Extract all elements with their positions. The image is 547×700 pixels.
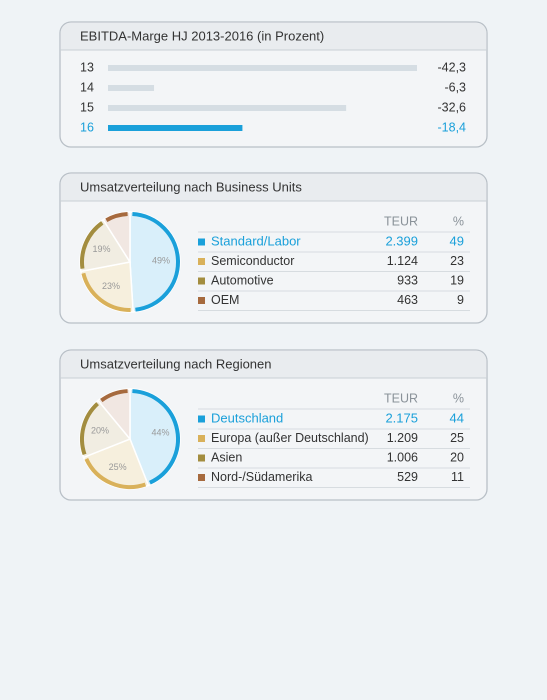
- category-label: 15: [80, 100, 94, 114]
- legend-label: Automotive: [211, 273, 274, 287]
- percent-value: 20: [450, 450, 464, 464]
- panel-title: EBITDA-Marge HJ 2013-2016 (in Prozent): [80, 28, 324, 43]
- teur-value: 1.124: [387, 254, 418, 268]
- panel-title: Umsatzverteilung nach Business Units: [80, 179, 302, 194]
- panel: [59, 21, 488, 148]
- legend-label: Asien: [211, 450, 242, 464]
- pie-label: 44%: [151, 428, 169, 438]
- percent-value: 44: [450, 410, 464, 425]
- panel-title: Umsatzverteilung nach Regionen: [80, 356, 272, 371]
- panel-header: [60, 350, 487, 378]
- legend-swatch: [198, 415, 205, 423]
- teur-value: 529: [397, 470, 418, 484]
- teur-value: 1.006: [387, 450, 418, 464]
- value-label: -6,3: [444, 80, 466, 94]
- percent-value: 9: [457, 293, 464, 307]
- legend-label: Standard/Labor: [211, 233, 301, 248]
- pie-label: 25%: [109, 462, 127, 472]
- value-label: -18,4: [438, 120, 467, 134]
- pie-rim: [100, 389, 128, 403]
- legend-swatch: [198, 238, 205, 246]
- pie-rim: [80, 402, 99, 456]
- legend-label: OEM: [211, 293, 239, 307]
- percent-value: 19: [450, 273, 464, 287]
- bar: [108, 105, 347, 111]
- legend-label: Nord-/Südamerika: [211, 470, 312, 484]
- legend-swatch: [198, 258, 205, 265]
- legend-label: Deutschland: [211, 410, 283, 425]
- bar: [108, 85, 155, 91]
- pie-rim: [80, 221, 104, 269]
- bar: [108, 125, 243, 131]
- column-header: %: [453, 391, 464, 405]
- pie-rim: [84, 458, 147, 489]
- pie-label: 49%: [152, 255, 170, 265]
- percent-value: 49: [450, 233, 464, 248]
- pie-label: 19%: [93, 244, 111, 254]
- percent-value: 11: [451, 470, 464, 484]
- column-header: TEUR: [384, 214, 418, 228]
- category-label: 16: [80, 120, 94, 134]
- pie-label: 23%: [102, 281, 120, 291]
- pie-rim: [81, 272, 131, 312]
- column-header: TEUR: [384, 391, 418, 405]
- pie-rim: [105, 212, 128, 223]
- pie-rim: [132, 389, 180, 485]
- pie-label: 20%: [91, 426, 109, 436]
- category-label: 14: [80, 80, 94, 94]
- legend-label: Semiconductor: [211, 254, 294, 268]
- legend-swatch: [198, 277, 205, 285]
- value-label: -42,3: [438, 60, 467, 74]
- percent-value: 23: [450, 254, 464, 268]
- teur-value: 933: [397, 273, 418, 287]
- teur-value: 2.399: [385, 233, 418, 248]
- legend-label: Europa (außer Deutschland): [211, 431, 369, 445]
- value-label: -32,6: [438, 100, 467, 114]
- legend-swatch: [198, 297, 205, 304]
- bar: [108, 65, 417, 71]
- teur-value: 463: [397, 293, 418, 307]
- teur-value: 2.175: [385, 410, 418, 425]
- panel-header: [60, 173, 487, 201]
- category-label: 13: [80, 60, 94, 74]
- pie-rim: [132, 212, 180, 312]
- column-header: %: [453, 214, 464, 228]
- panel-header: [60, 22, 487, 50]
- legend-swatch: [198, 435, 205, 442]
- legend-swatch: [198, 454, 205, 462]
- legend-swatch: [198, 474, 205, 481]
- teur-value: 1.209: [387, 431, 418, 445]
- percent-value: 25: [450, 431, 464, 445]
